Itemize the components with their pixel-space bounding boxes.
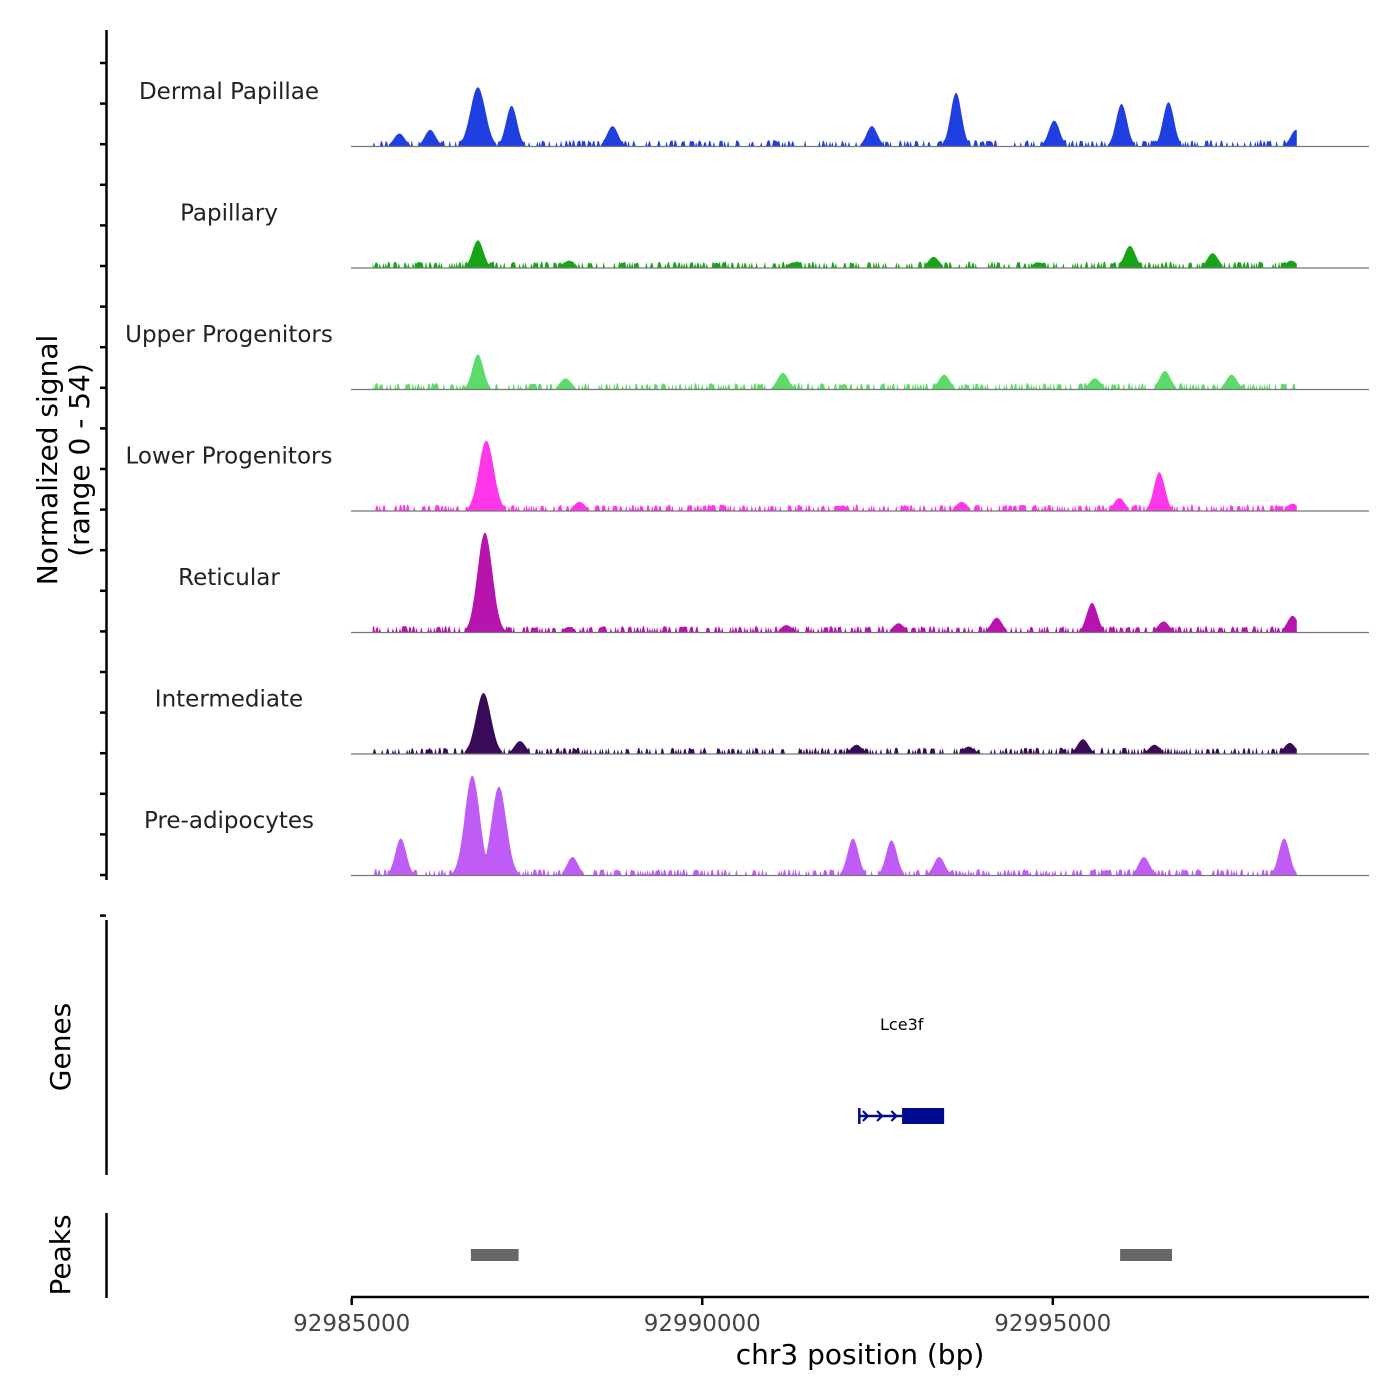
track-dermal-papillae: Dermal Papillae (139, 79, 1369, 148)
coverage-area (372, 354, 1297, 390)
track-label: Papillary (180, 201, 278, 227)
track-label: Intermediate (155, 687, 303, 713)
coverage-area (372, 440, 1297, 511)
gene-models: Lce3f (858, 1015, 945, 1124)
peak-region (470, 1249, 519, 1261)
track-upper-progenitors: Upper Progenitors (125, 322, 1369, 391)
peaks-track-label: Peaks (44, 1214, 77, 1295)
x-axis-ticks: 92985000 92990000 92995000 (293, 1298, 1111, 1337)
track-papillary: Papillary (180, 201, 1369, 269)
x-axis-title: chr3 position (bp) (736, 1338, 985, 1371)
track-label: Dermal Papillae (139, 79, 319, 105)
track-pre-adipocytes: Pre-adipocytes (144, 775, 1369, 877)
gene-lce3f: Lce3f (858, 1015, 945, 1124)
y-axis-title-line2: (range 0 - 54) (63, 363, 96, 557)
track-lower-progenitors: Lower Progenitors (126, 440, 1369, 512)
peak-regions (470, 1249, 1172, 1261)
coverage-area (372, 240, 1297, 268)
track-label: Upper Progenitors (125, 322, 333, 348)
x-tick-label: 92985000 (293, 1311, 410, 1337)
genes-track-label: Genes (44, 1003, 77, 1091)
x-tick-label: 92990000 (644, 1311, 761, 1337)
track-intermediate: Intermediate (155, 687, 1369, 755)
coverage-area (372, 775, 1297, 876)
track-label: Lower Progenitors (126, 444, 333, 470)
gene-label: Lce3f (880, 1015, 924, 1034)
strand-arrow (890, 1110, 898, 1122)
strand-arrow (862, 1110, 870, 1122)
x-tick-label: 92995000 (994, 1311, 1111, 1337)
track-reticular: Reticular (178, 532, 1369, 634)
peak-region (1120, 1249, 1172, 1261)
y-axis-title-group: Normalized signal (range 0 - 54) (31, 335, 96, 586)
track-label: Reticular (178, 565, 280, 591)
coverage-area (372, 532, 1297, 633)
track-label: Pre-adipocytes (144, 808, 314, 834)
strand-arrow (876, 1110, 884, 1122)
coverage-area (372, 87, 1297, 147)
coverage-area (372, 693, 1297, 754)
gene-exon (902, 1108, 945, 1124)
coverage-tracks: Dermal Papillae Papillary Upper Progenitor… (100, 30, 1369, 917)
y-axis-title-line1: Normalized signal (31, 335, 64, 586)
